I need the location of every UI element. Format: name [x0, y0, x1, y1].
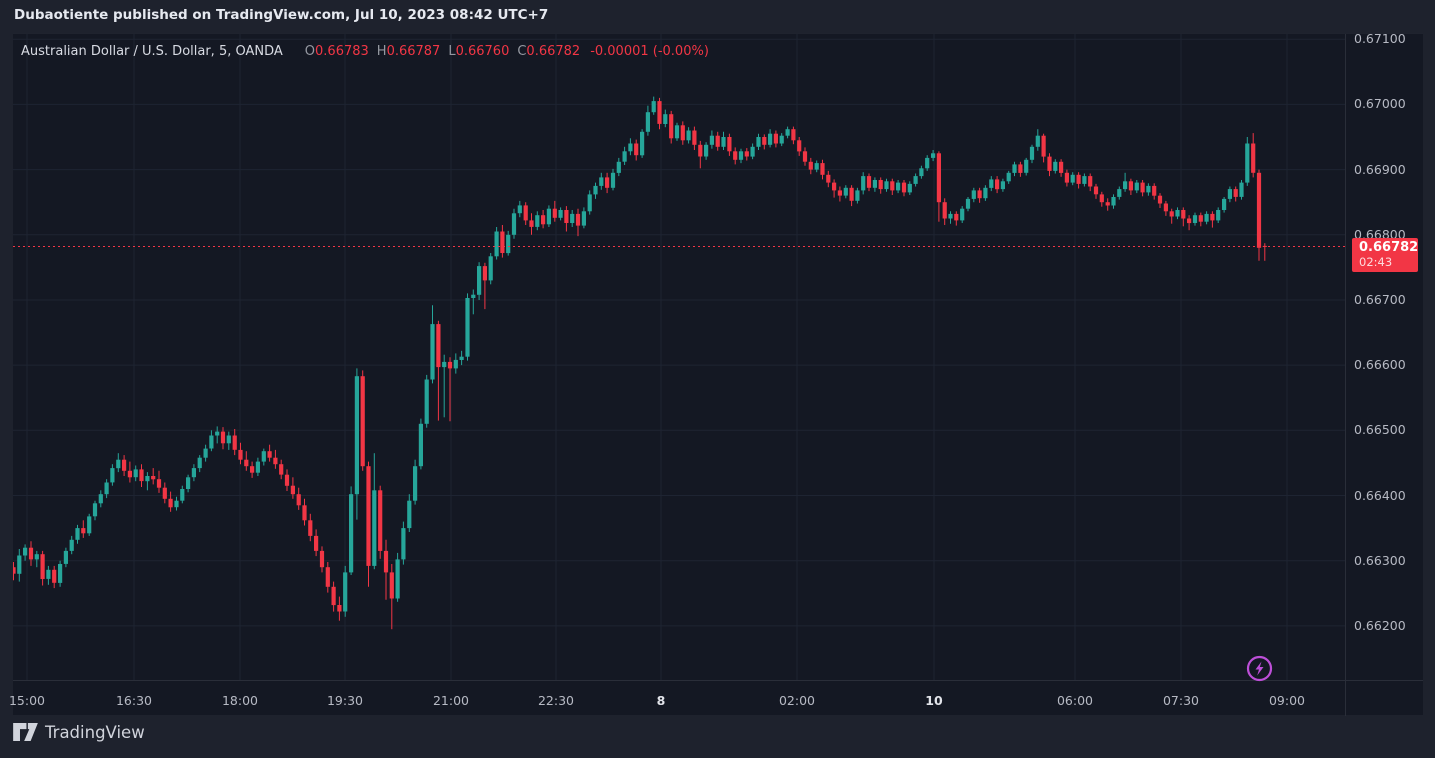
time-tick-label: 09:00	[1268, 693, 1306, 708]
chart-legend[interactable]: Australian Dollar / U.S. Dollar, 5, OAND…	[21, 44, 709, 62]
last-price-badge: 0.66782 02:43	[1352, 237, 1419, 272]
chart-widget: Australian Dollar / U.S. Dollar, 5, OAND…	[9, 31, 1423, 716]
time-tick-label: 18:00	[221, 693, 259, 708]
time-tick-label: 16:30	[115, 693, 153, 708]
change-value: -0.00001 (-0.00%)	[590, 44, 709, 59]
price-tick-label: 0.67100	[1354, 31, 1406, 47]
footer-bar: TradingView	[0, 715, 1435, 758]
publish-header: Dubaotiente published on TradingView.com…	[0, 0, 1435, 33]
tradingview-logo[interactable]: TradingView	[13, 723, 145, 742]
time-axis[interactable]: 15:00 16:30 18:00 19:30 21:00 22:30 8 02:00 10 06…	[9, 680, 1423, 716]
price-tick-label: 0.66400	[1354, 487, 1406, 503]
tradingview-logo-text: TradingView	[45, 723, 145, 742]
price-tick-label: 0.66600	[1354, 357, 1406, 373]
candles-series	[13, 96, 1267, 630]
price-tick-label: 0.66500	[1354, 422, 1406, 438]
tradingview-logo-mark	[13, 723, 38, 742]
bar-countdown: 02:43	[1359, 254, 1393, 269]
ohlc-high-label: H	[376, 44, 387, 59]
price-tick-label: 0.66200	[1354, 617, 1406, 633]
time-tick-label: 22:30	[537, 693, 575, 708]
symbol-title[interactable]: Australian Dollar / U.S. Dollar, 5, OAND…	[21, 44, 283, 59]
candlestick-chart[interactable]	[13, 34, 1345, 680]
price-tick-label: 0.67000	[1354, 96, 1406, 112]
time-tick-label: 21:00	[432, 693, 470, 708]
ohlc-low-label: L	[448, 44, 456, 59]
price-tick-label: 0.66700	[1354, 291, 1406, 307]
time-tick-label: 07:30	[1162, 693, 1200, 708]
ohlc-open-label: O	[304, 44, 316, 59]
ohlc-close-value: 0.66782	[526, 44, 581, 59]
last-price-value: 0.66782	[1359, 239, 1419, 255]
time-tick-label: 19:30	[326, 693, 364, 708]
price-tick-label: 0.66300	[1354, 552, 1406, 568]
flash-icon[interactable]	[1246, 655, 1273, 682]
time-tick-label: 02:00	[778, 693, 816, 708]
ohlc-open-value: 0.66783	[315, 44, 369, 59]
time-tick-label: 10	[925, 693, 943, 708]
time-tick-label: 8	[656, 693, 666, 708]
price-tick-label: 0.66900	[1354, 161, 1406, 177]
price-axis[interactable]: 0.67100 0.67000 0.66900 0.66800 0.66700 0.666…	[1345, 31, 1423, 716]
time-tick-label: 06:00	[1056, 693, 1094, 708]
publish-line: Dubaotiente published on TradingView.com…	[14, 7, 549, 23]
time-tick-label: 15:00	[8, 693, 46, 708]
ohlc-low-value: 0.66760	[455, 44, 510, 59]
ohlc-close-label: C	[517, 44, 527, 59]
ohlc-high-value: 0.66787	[386, 44, 441, 59]
